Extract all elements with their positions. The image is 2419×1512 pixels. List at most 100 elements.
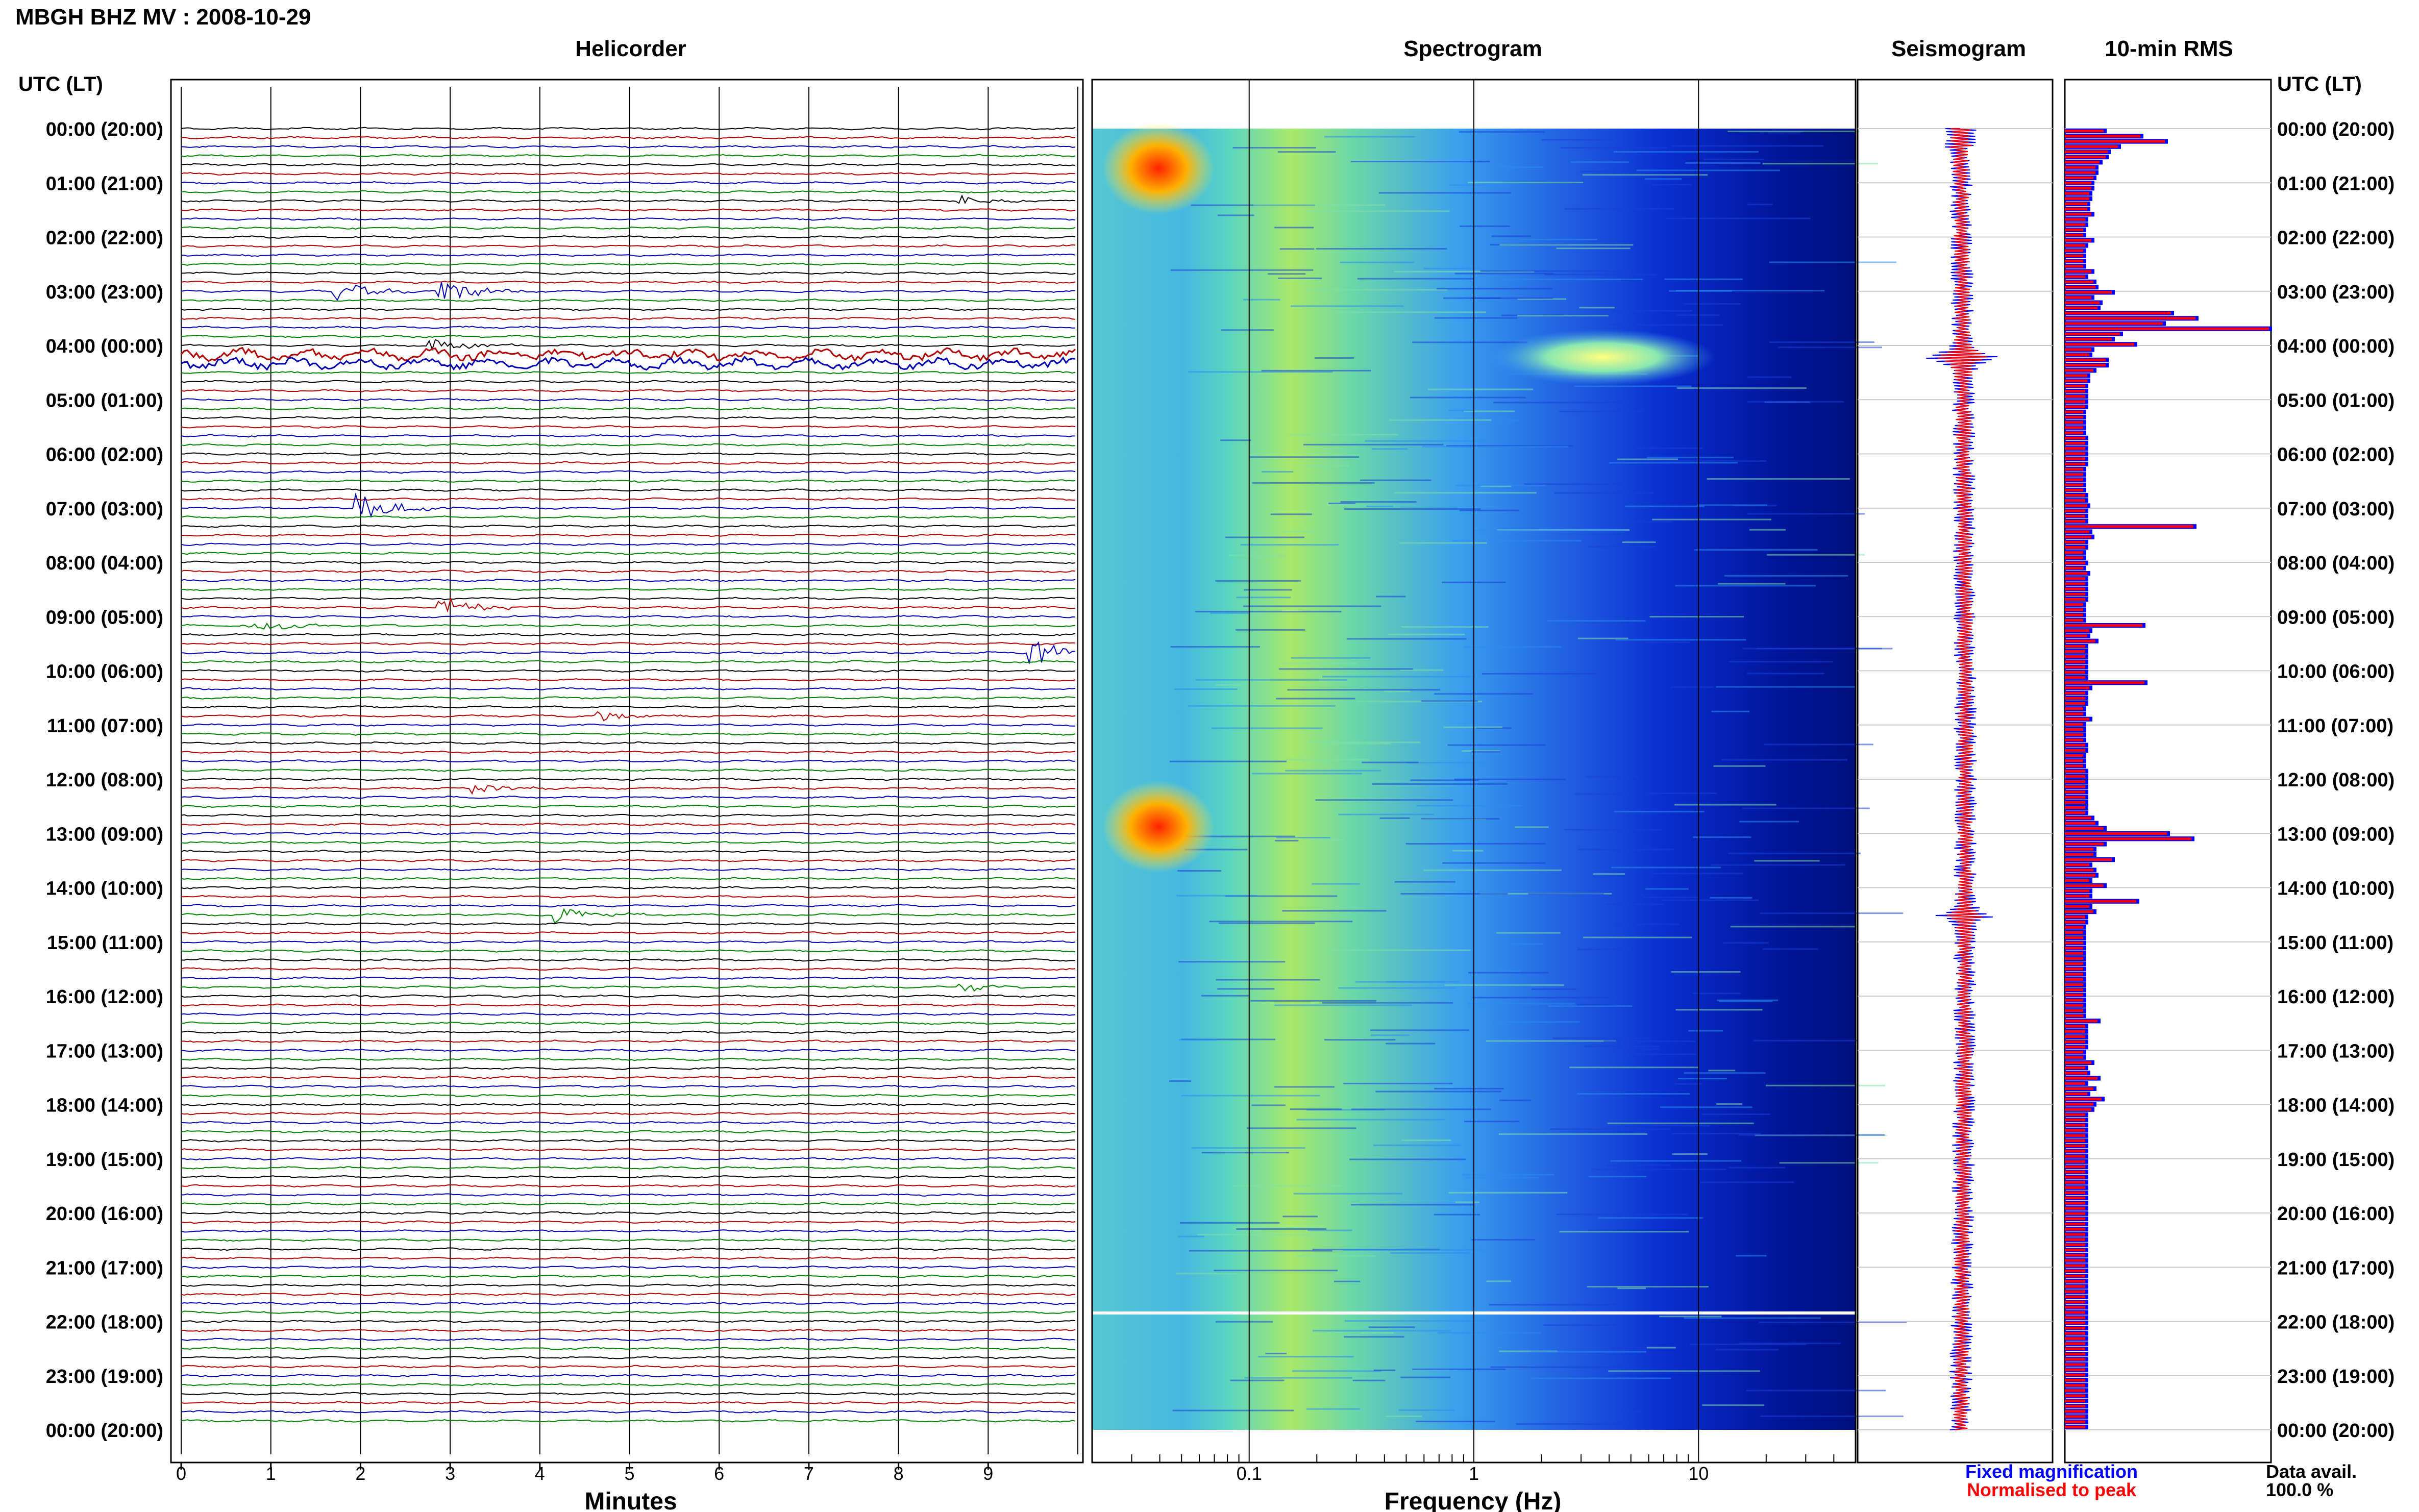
rms-bar-normalised	[2065, 1046, 2085, 1049]
rms-bar-normalised	[2065, 650, 2085, 653]
spectrogram-streak	[1243, 605, 1381, 607]
helicorder-trace	[181, 298, 1076, 302]
hour-label-left: 19:00 (15:00)	[46, 1149, 163, 1171]
spectrogram-streak	[1278, 277, 1322, 279]
rms-bar-normalised	[2065, 770, 2085, 773]
panel-title-helicorder: Helicorder	[575, 36, 686, 61]
rms-bar-normalised	[2065, 806, 2085, 809]
spectrogram-streak	[1468, 972, 1549, 974]
helicorder-trace	[181, 895, 1076, 899]
spectrogram-streak	[1576, 1093, 1690, 1095]
rms-bar-normalised	[2065, 848, 2093, 851]
rms-bar-normalised	[2065, 364, 2106, 367]
spectrogram-streak	[1462, 1174, 1554, 1176]
rms-bar-normalised	[2065, 1373, 2085, 1376]
panel-title-seismogram: Seismogram	[1891, 36, 2026, 61]
spectrogram-streak	[1322, 1002, 1453, 1004]
rms-bar-normalised	[2065, 317, 2195, 320]
rms-bar-normalised	[2065, 686, 2089, 689]
hour-label-right: 11:00 (07:00)	[2277, 715, 2393, 737]
spectrogram-streak	[1459, 131, 1545, 133]
rms-bar-normalised	[2065, 353, 2089, 356]
rms-bar-normalised	[2065, 1040, 2085, 1044]
rms-bar-normalised	[2065, 660, 2085, 663]
legend-fixed-magnification: Fixed magnification	[1965, 1461, 2138, 1482]
rms-bar-normalised	[2065, 551, 2083, 554]
spectrogram-streak	[1240, 544, 1339, 546]
spectrogram-streak	[1747, 401, 1844, 403]
spectrogram-streak	[1760, 1415, 1904, 1417]
spectrogram-streak	[1583, 936, 1692, 938]
rms-bar-normalised	[2065, 1353, 2085, 1356]
spectrogram-streak	[1405, 842, 1546, 845]
rms-bar-normalised	[2065, 556, 2083, 559]
helicorder-trace	[181, 1320, 1076, 1323]
spectrogram-streak	[1676, 314, 1719, 316]
helicorder-trace	[181, 163, 1076, 167]
rms-bar-normalised	[2065, 811, 2085, 814]
spectrogram-streak	[1758, 1321, 1907, 1323]
rms-bar-normalised	[2065, 275, 2085, 278]
spectrogram-streak	[1201, 995, 1249, 997]
spectrogram-streak	[1283, 530, 1315, 532]
helicorder-trace	[181, 208, 1076, 212]
rms-bar-normalised	[2065, 827, 2104, 830]
spectrogram-streak	[1579, 307, 1615, 309]
spectrogram-streak	[1622, 541, 1656, 543]
spectrogram-streak	[1727, 130, 1860, 132]
hour-label-left: 16:00 (12:00)	[46, 986, 163, 1008]
spectrogram-streak	[1730, 926, 1858, 928]
helicorder-trace	[181, 497, 1076, 501]
helicorder-trace	[181, 940, 1076, 944]
spectrogram-streak	[1228, 554, 1286, 556]
rms-bar-normalised	[2065, 1368, 2085, 1371]
rms-bar-normalised	[2065, 889, 2089, 893]
minute-tick-label: 9	[983, 1463, 993, 1484]
spectrogram-streak	[1251, 1104, 1286, 1106]
rms-bar-normalised	[2065, 962, 2083, 965]
spectrogram-streak	[1603, 1040, 1695, 1043]
spectrogram-streak	[1253, 204, 1386, 206]
spectrogram-event-glow	[1490, 329, 1715, 385]
rms-bar-normalised	[2065, 1420, 2085, 1423]
spectrogram-streak	[1724, 575, 1848, 577]
minute-tick-label: 2	[355, 1463, 365, 1484]
rms-bar-normalised	[2065, 1119, 2085, 1122]
spectrogram-streak	[1591, 1169, 1726, 1171]
rms-bar-normalised	[2065, 1009, 2083, 1012]
hour-label-right: 21:00 (17:00)	[2277, 1257, 2395, 1279]
spectrogram-streak	[1314, 357, 1354, 359]
spectrogram-streak	[1246, 1127, 1356, 1129]
rms-bar-normalised	[2065, 671, 2085, 674]
rms-bar-normalised	[2065, 639, 2095, 642]
hour-label-right: 12:00 (08:00)	[2277, 770, 2395, 791]
spectrogram-streak	[1610, 310, 1692, 312]
spectrogram-streak	[1179, 835, 1295, 837]
spectrogram-streak	[1684, 303, 1741, 305]
helicorder-trace	[181, 326, 1075, 329]
rms-bar-normalised	[2065, 712, 2083, 715]
spectrogram-streak	[1550, 1128, 1671, 1130]
helicorder-trace	[181, 1247, 1076, 1251]
rms-bar-normalised	[2065, 618, 2083, 622]
rms-bar-normalised	[2065, 1087, 2093, 1090]
spectrogram-streak	[1486, 1280, 1511, 1282]
spectrogram-streak	[1728, 1167, 1785, 1169]
minute-tick-label: 3	[445, 1463, 455, 1484]
spectrogram-streak	[1279, 248, 1315, 250]
spectrogram-streak	[1559, 1231, 1689, 1233]
rms-bar-normalised	[2065, 358, 2106, 361]
spectrogram-streak	[1530, 1377, 1671, 1379]
spectrogram-streak	[1471, 1239, 1536, 1241]
rms-bar-normalised	[2065, 754, 2083, 757]
rms-bar-normalised	[2065, 1171, 2085, 1174]
minute-tick-label: 7	[804, 1463, 814, 1484]
spectrogram-streak	[1324, 1039, 1396, 1041]
rms-bar-normalised	[2065, 525, 2193, 528]
spectrogram-streak	[1434, 1087, 1504, 1089]
spectrogram-streak	[1443, 297, 1501, 299]
helicorder-trace	[181, 967, 1076, 971]
spectrogram-streak	[1201, 1152, 1289, 1154]
helicorder-trace	[181, 1166, 1076, 1170]
spectrogram-streak	[1371, 1034, 1410, 1036]
